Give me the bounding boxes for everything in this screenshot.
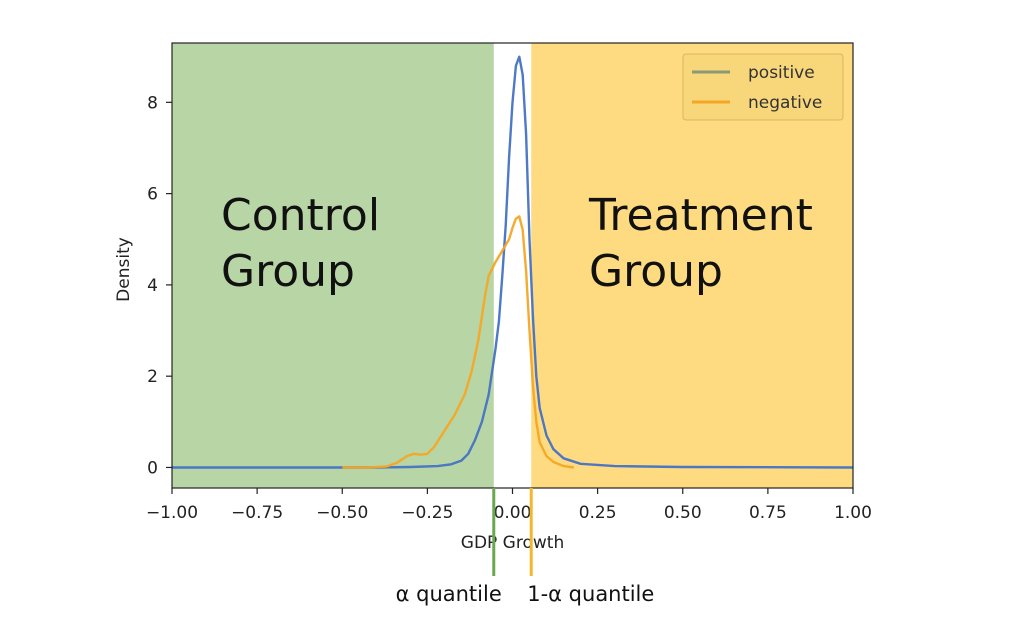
x-tick-label: 0.75: [749, 503, 787, 523]
control-group-label-line-0: Control: [221, 190, 380, 241]
x-tick-label: −1.00: [146, 503, 198, 523]
x-tick-label: 0.00: [494, 503, 532, 523]
y-axis-label: Density: [114, 237, 134, 302]
x-axis-label: GDP Growth: [461, 533, 564, 553]
y-tick-label: 0: [147, 458, 158, 478]
legend-label-positive: positive: [748, 63, 815, 83]
x-tick-label: −0.25: [401, 503, 453, 523]
x-tick-label: −0.75: [231, 503, 283, 523]
one-minus-alpha-quantile-label: 1-α quantile: [527, 582, 654, 606]
control-group-region: [172, 43, 494, 488]
series-line-positive: [172, 55, 854, 469]
legend: positive negative: [682, 53, 844, 121]
y-tick-label: 4: [147, 276, 158, 296]
y-axis: 0 2 4 6 8: [147, 93, 172, 478]
quantile-markers: α quantile 1-α quantile: [396, 488, 654, 606]
alpha-quantile-label: α quantile: [396, 582, 502, 606]
treatment-group-label-line-1: Group: [589, 246, 723, 297]
treatment-group-label-line-0: Treatment: [588, 190, 813, 241]
control-group-label-line-1: Group: [221, 246, 355, 297]
x-tick-label: 0.50: [664, 503, 702, 523]
y-tick-label: 2: [147, 367, 158, 387]
y-tick-label: 6: [147, 185, 158, 205]
y-tick-label: 8: [147, 93, 158, 113]
series-line-negative: [342, 215, 574, 469]
x-tick-label: 1.00: [834, 503, 872, 523]
x-axis: −1.00 −0.75 −0.50 −0.25 0.00 0.25 0.50 0.75 1.00: [146, 488, 872, 523]
x-tick-label: 0.25: [579, 503, 617, 523]
x-tick-label: −0.50: [316, 503, 368, 523]
legend-label-negative: negative: [748, 93, 822, 113]
density-curves: [172, 55, 854, 469]
